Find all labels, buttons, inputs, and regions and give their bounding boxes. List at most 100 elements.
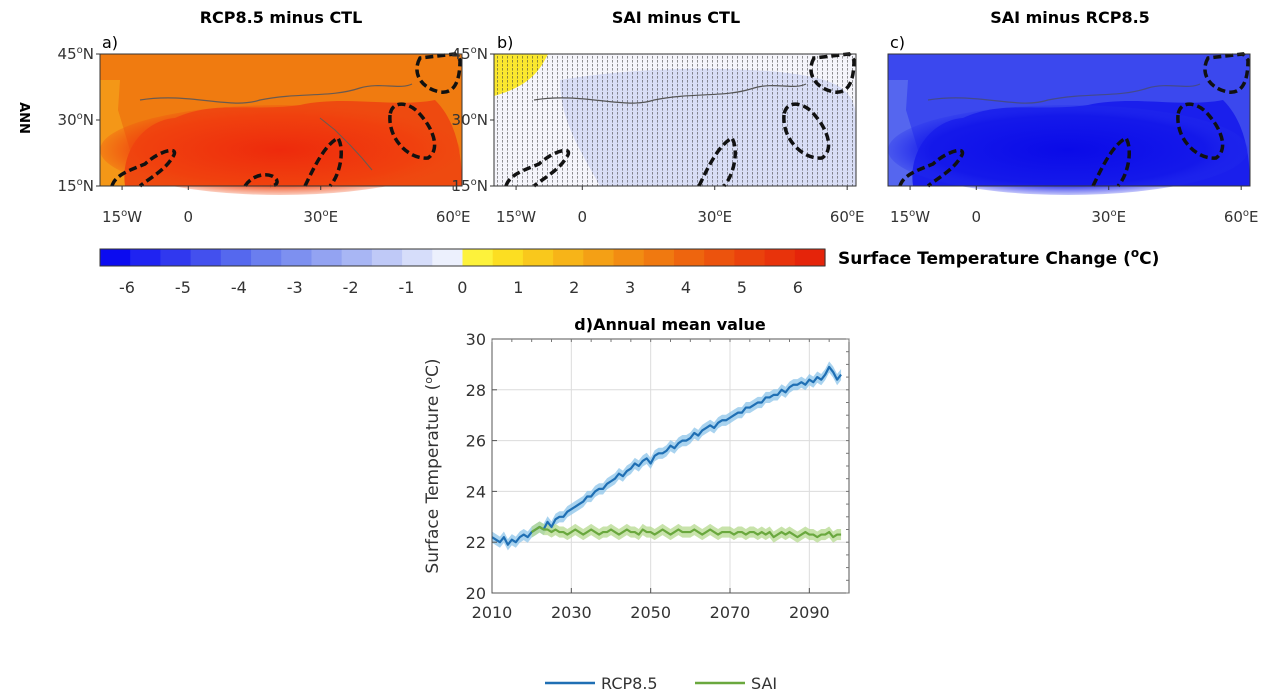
colorbar-cells: [100, 249, 826, 266]
colorbar-cell: [130, 249, 162, 266]
colorbar-cell: [583, 249, 615, 266]
colorbar-tick-label: -2: [343, 278, 359, 297]
y-tick-label: 22: [466, 533, 486, 552]
colorbar-cell: [704, 249, 735, 266]
panel-c-contours: [898, 52, 1250, 188]
colorbar-cell: [432, 249, 464, 266]
lat-tick-label: 45oN: [58, 45, 94, 63]
colorbar-cell: [553, 249, 584, 266]
colorbar-cell: [341, 249, 373, 266]
colorbar-cell: [673, 249, 705, 266]
panel-a-contours: [110, 52, 462, 188]
colorbar-tick-label: 1: [513, 278, 523, 297]
colorbar-tick-label: -5: [175, 278, 191, 297]
colorbar-cell: [764, 249, 796, 266]
y-tick-label: 20: [466, 584, 486, 603]
panel-b-significance-stipple: [494, 54, 856, 186]
colorbar-cell: [462, 249, 494, 266]
colorbar-tick-label: 4: [681, 278, 691, 297]
colorbar-tick-label: 0: [457, 278, 467, 297]
y-tick-label: 24: [466, 482, 486, 501]
colorbar-tick-label: -1: [399, 278, 415, 297]
x-tick-label: 2030: [551, 603, 592, 622]
series-lines: [491, 365, 842, 546]
panel-a-warm-core: [100, 105, 460, 195]
panel-b-title: SAI minus CTL: [612, 8, 740, 27]
colorbar-tick-label: -3: [287, 278, 303, 297]
panel-c-cool-core: [888, 105, 1248, 195]
line-chart-annual-mean: d)Annual mean value 2010 2030 2050 2070 2090…: [422, 315, 850, 691]
colorbar-cell: [160, 249, 192, 266]
lat-tick-label: 15oN: [452, 177, 488, 195]
panel-d-title: d)Annual mean value: [574, 315, 766, 334]
colorbar-cell: [522, 249, 554, 266]
line-rcp85: [491, 365, 842, 546]
lon-tick-label: 30oE: [303, 208, 338, 226]
panel-b-contours: [504, 52, 856, 188]
lat-tick-label: 45oN: [452, 45, 488, 63]
panel-b-letter: b): [497, 33, 513, 52]
lon-tick-label: 60oE: [830, 208, 865, 226]
y-tick-label: 30: [466, 330, 486, 349]
lon-tick-label: 0: [972, 208, 982, 226]
lon-tick-label: 0: [184, 208, 194, 226]
lon-tick-label: 15oW: [890, 208, 930, 226]
colorbar: -6 -5 -4 -3 -2 -1 0 1 2 3 4 5 6 Surface Temperature …: [99, 246, 1159, 297]
x-tick-label: 2090: [789, 603, 830, 622]
lon-tick-label: 60oE: [1224, 208, 1259, 226]
panel-a-lon-ticks: 15oW 0 30oE 60oE: [102, 186, 471, 226]
colorbar-frame: [99, 248, 826, 267]
lat-tick-label: 30oN: [452, 111, 488, 129]
colorbar-cell: [251, 249, 282, 266]
colorbar-cell: [643, 249, 675, 266]
lat-tick-label: 30oN: [58, 111, 94, 129]
x-tick-label: 2070: [710, 603, 751, 622]
colorbar-tick-label: 3: [625, 278, 635, 297]
lon-tick-label: 15oW: [496, 208, 536, 226]
row-label-ann: ANN: [16, 102, 31, 134]
legend: RCP8.5 SAI: [545, 674, 777, 691]
panel-a-lat-ticks: 15oN 30oN 45oN: [58, 45, 100, 195]
map-panel-sai-minus-ctl: SAI minus CTL b) 15oN 30oN 45oN 15oW 0 30oE 6…: [452, 8, 865, 226]
colorbar-label: Surface Temperature Change (oC): [838, 246, 1159, 269]
x-tick-label: 2050: [630, 603, 671, 622]
colorbar-cell: [220, 249, 252, 266]
plot-area: [491, 338, 850, 594]
legend-label: RCP8.5: [601, 674, 658, 691]
colorbar-tick-labels: -6 -5 -4 -3 -2 -1 0 1 2 3 4 5 6: [119, 278, 803, 297]
panel-c-letter: c): [890, 33, 905, 52]
lon-tick-label: 0: [578, 208, 588, 226]
panel-b-lon-ticks: 15oW 0 30oE 60oE: [496, 186, 865, 226]
colorbar-cell: [311, 249, 343, 266]
colorbar-tick-label: 2: [569, 278, 579, 297]
line-sai: [531, 525, 842, 539]
colorbar-cell: [402, 249, 433, 266]
colorbar-cell: [734, 249, 766, 266]
colorbar-cell: [281, 249, 313, 266]
panel-a-letter: a): [102, 33, 118, 52]
panel-c-frame: [887, 53, 1251, 187]
panel-c-title: SAI minus RCP8.5: [990, 8, 1150, 27]
lat-tick-label: 15oN: [58, 177, 94, 195]
colorbar-cell: [794, 249, 826, 266]
panel-b-lat-ticks: 15oN 30oN 45oN: [452, 45, 494, 195]
colorbar-cell: [492, 249, 524, 266]
panel-a-red-sea-coast: [319, 117, 373, 171]
y-tick-label: 28: [466, 381, 486, 400]
panel-a-coastline: [139, 83, 413, 104]
y-axis-ticks: 20 22 24 26 28 30: [466, 330, 849, 603]
panel-c-coastline: [927, 83, 1201, 104]
colorbar-cell: [100, 249, 131, 266]
colorbar-tick-label: -4: [231, 278, 247, 297]
colorbar-cell: [190, 249, 222, 266]
map-panel-rcp85-minus-ctl: RCP8.5 minus CTL a) ANN 15oN 30oN 45oN 15o…: [16, 8, 471, 226]
colorbar-cell: [371, 249, 403, 266]
lon-tick-label: 30oE: [697, 208, 732, 226]
y-axis-label: Surface Temperature (oC): [422, 358, 443, 573]
colorbar-cell: [613, 249, 645, 266]
lon-tick-label: 15oW: [102, 208, 142, 226]
map-panel-sai-minus-rcp85: SAI minus RCP8.5 c) 15oW 0 30oE 60oE: [887, 8, 1259, 226]
legend-label: SAI: [751, 674, 777, 691]
panel-c-lon-ticks: 15oW 0 30oE 60oE: [890, 186, 1259, 226]
